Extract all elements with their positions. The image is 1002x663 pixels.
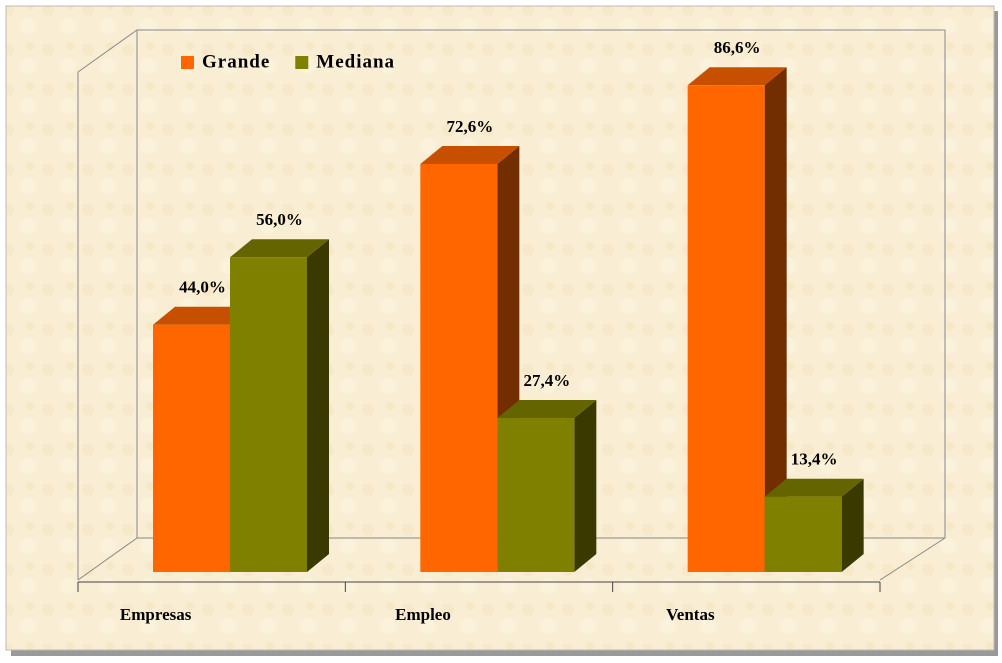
legend-swatch xyxy=(181,56,194,69)
x-tick-label: Empleo xyxy=(395,605,451,624)
bar xyxy=(420,163,498,572)
data-label: 72,6% xyxy=(446,117,493,136)
legend-swatch xyxy=(295,56,309,69)
bar-top xyxy=(153,306,252,325)
bar xyxy=(153,324,230,572)
legend-label: Grande xyxy=(202,51,270,72)
bar-side xyxy=(764,67,787,573)
bar-side xyxy=(307,239,329,572)
bar-side xyxy=(574,400,597,572)
x-tick-label: Ventas xyxy=(666,605,715,624)
legend-label: Mediana xyxy=(316,51,395,72)
bar xyxy=(497,418,575,572)
bar-top xyxy=(230,239,329,258)
data-label: 27,4% xyxy=(523,371,570,390)
data-label: 56,0% xyxy=(256,210,303,229)
x-tick-label: Empresas xyxy=(120,605,192,624)
bar-top xyxy=(764,478,864,497)
bar-top xyxy=(420,145,520,164)
data-label: 86,6% xyxy=(714,38,761,57)
bar xyxy=(687,85,765,573)
data-label: 13,4% xyxy=(791,450,838,469)
bar xyxy=(230,257,307,572)
bar-top xyxy=(687,67,787,86)
data-label: 44,0% xyxy=(179,278,226,297)
bar-side xyxy=(841,478,864,572)
bar-top xyxy=(497,400,597,419)
bar xyxy=(764,496,842,572)
